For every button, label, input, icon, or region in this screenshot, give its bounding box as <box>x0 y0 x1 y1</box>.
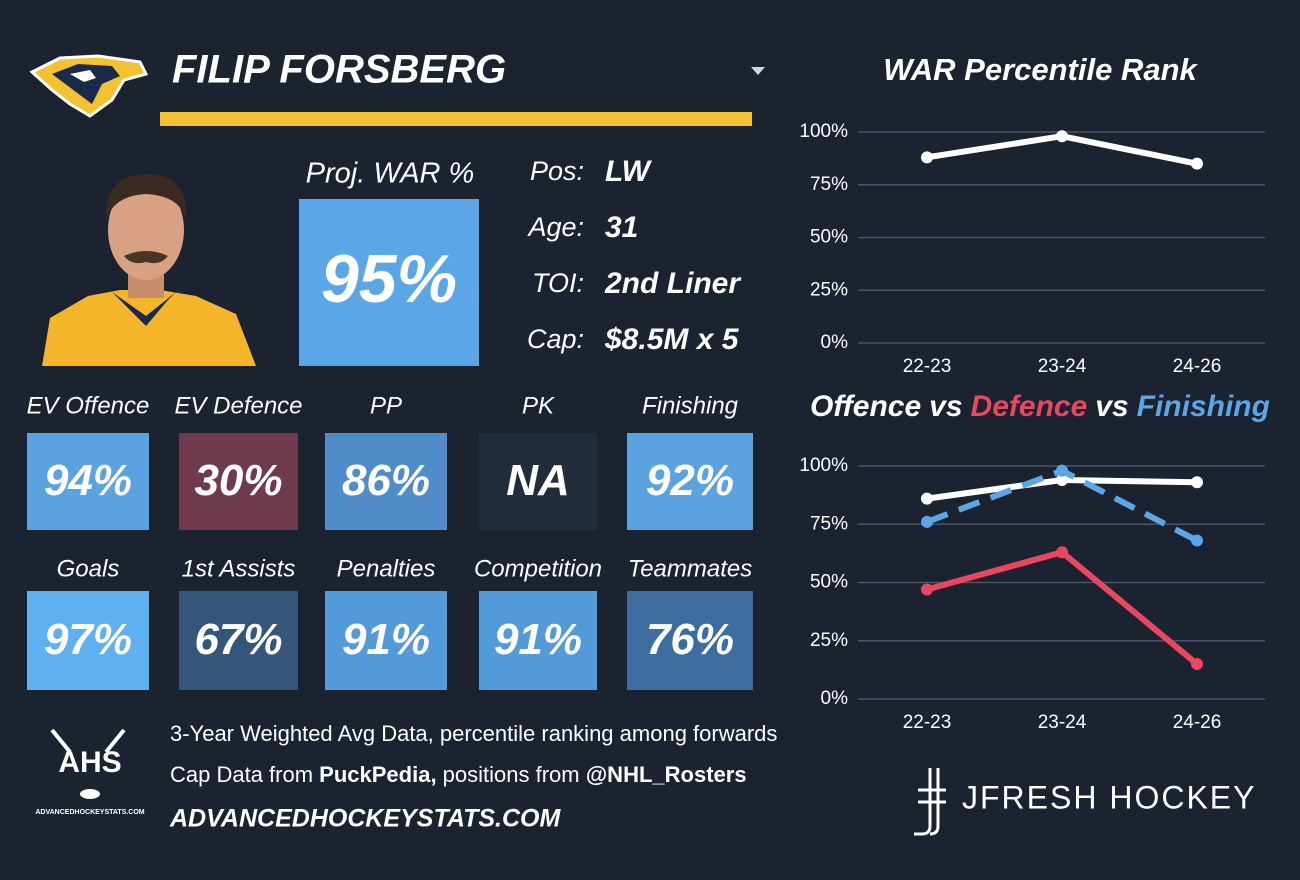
series-point <box>921 583 933 596</box>
series-point <box>921 515 933 528</box>
info-label: Pos: <box>530 156 584 186</box>
footer-text: PuckPedia, <box>319 762 436 787</box>
tile-box <box>479 433 597 530</box>
series-point <box>1191 658 1203 671</box>
title-separator: vs <box>929 390 962 423</box>
info-value: 2nd Liner <box>604 267 742 300</box>
x-tick-label: 24-26 <box>1173 356 1222 377</box>
tile-box <box>325 591 447 690</box>
tile-value: 86% <box>342 456 430 505</box>
tile-label: Goals <box>57 555 120 582</box>
player-name: FILIP FORSBERG <box>172 48 506 92</box>
series-point <box>1191 157 1203 170</box>
series-point <box>1056 546 1068 559</box>
tile-label: EV Defence <box>174 392 302 419</box>
y-tick-label: 75% <box>810 513 848 534</box>
x-tick-label: 23-24 <box>1038 712 1087 733</box>
tile-label: Finishing <box>642 392 739 419</box>
legend-entry: Finishing <box>1137 390 1270 423</box>
footer-line: Cap Data from PuckPedia, positions from … <box>170 762 747 787</box>
tile-label: EV Offence <box>27 392 150 419</box>
series-point <box>1056 473 1068 486</box>
player-photo <box>42 174 256 366</box>
tile-value: 91% <box>342 615 430 664</box>
y-tick-label: 50% <box>810 227 848 248</box>
tile-label: PP <box>370 392 402 419</box>
footer-text: @NHL_Rosters <box>586 762 747 787</box>
y-tick-label: 50% <box>810 572 848 593</box>
y-tick-label: 25% <box>810 279 848 300</box>
team-logo <box>29 54 149 118</box>
tile-value: 67% <box>194 615 282 664</box>
proj-war-value: 95% <box>321 241 457 317</box>
tile-value: 94% <box>44 456 132 505</box>
tile-label: PK <box>522 392 555 419</box>
tile-value: 76% <box>646 615 734 664</box>
info-value: LW <box>605 155 653 188</box>
y-tick-label: 0% <box>821 332 849 353</box>
y-tick-label: 25% <box>810 630 848 651</box>
footer-text: Cap Data from <box>170 762 319 787</box>
info-label: Cap: <box>527 324 584 354</box>
tile-label: Competition <box>474 555 602 582</box>
legend-entry: Offence <box>810 390 921 423</box>
tile-box <box>627 591 753 690</box>
tile-box <box>627 433 753 530</box>
y-tick-label: 0% <box>821 688 849 709</box>
tile-value: 92% <box>646 456 734 505</box>
chart-title: WAR Percentile Rank <box>883 52 1198 87</box>
tile-label: 1st Assists <box>182 555 296 582</box>
y-tick-label: 100% <box>799 455 848 476</box>
x-tick-label: 23-24 <box>1038 356 1087 377</box>
footer-text: 3-Year Weighted Avg Data, percentile ran… <box>170 721 777 746</box>
ahs-logo-subtext: ADVANCEDHOCKEYSTATS.COM <box>35 809 144 816</box>
y-tick-label: 75% <box>810 174 848 195</box>
y-tick-label: 100% <box>799 121 848 142</box>
dropdown-arrow[interactable] <box>751 67 765 75</box>
tile-label: Teammates <box>628 555 753 582</box>
series-point <box>1191 534 1203 547</box>
tile-value: 97% <box>44 615 132 664</box>
legend-entry: Defence <box>971 390 1088 423</box>
series-point <box>921 492 933 505</box>
proj-war-box <box>299 199 479 366</box>
info-value: 31 <box>605 211 638 244</box>
footer-line: 3-Year Weighted Avg Data, percentile ran… <box>170 721 777 746</box>
tile-box <box>479 591 597 690</box>
tile-box <box>27 433 149 530</box>
x-tick-label: 24-26 <box>1173 712 1222 733</box>
info-label: TOI: <box>532 268 584 298</box>
tile-value: NA <box>506 456 570 505</box>
tile-value: 91% <box>494 615 582 664</box>
brand-icon <box>914 768 946 836</box>
series-point <box>921 151 933 164</box>
ahs-logo-text: AHS <box>58 746 121 779</box>
x-tick-label: 22-23 <box>903 356 952 377</box>
tile-value: 30% <box>194 456 282 505</box>
tile-box <box>179 433 298 530</box>
title-separator: vs <box>1095 390 1128 423</box>
website: ADVANCEDHOCKEYSTATS.COM <box>169 805 561 833</box>
tile-label: Penalties <box>337 555 436 582</box>
ahs-logo: AHS ADVANCEDHOCKEYSTATS.COM <box>35 728 145 816</box>
info-label: Age: <box>526 212 584 242</box>
series-point <box>1056 130 1068 143</box>
x-tick-label: 22-23 <box>903 712 952 733</box>
info-value: $8.5M x 5 <box>604 323 740 356</box>
brand-name: JFRESH HOCKEY <box>962 779 1256 815</box>
tile-box <box>27 591 149 690</box>
name-underline <box>160 112 752 126</box>
proj-war-label: Proj. WAR % <box>306 158 475 190</box>
tile-box <box>179 591 298 690</box>
footer-text: positions from <box>437 762 586 787</box>
tile-box <box>325 433 447 530</box>
chart-title: Offence vs Defence vs Finishing <box>810 390 1270 423</box>
series-point <box>1191 476 1203 489</box>
series-point <box>1056 464 1068 477</box>
